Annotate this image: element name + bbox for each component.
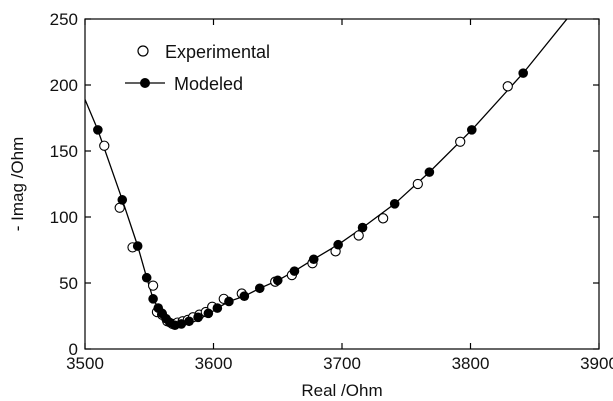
modeled-point	[466, 125, 477, 135]
experimental-point	[147, 280, 159, 291]
modeled-point	[224, 296, 234, 307]
legend-modeled-label: Modeled	[174, 74, 243, 94]
experimental-point	[412, 178, 423, 190]
modeled-point	[203, 308, 214, 319]
modeled-point	[518, 68, 528, 78]
modeled-point	[117, 195, 128, 205]
y-tick-label: 250	[50, 10, 78, 29]
experimental-point	[353, 230, 364, 241]
experimental-point	[99, 140, 110, 151]
modeled-point	[424, 167, 435, 177]
legend-modeled-marker	[140, 78, 150, 88]
modeled-point	[93, 125, 103, 135]
modeled-points-layer	[93, 68, 528, 331]
modeled-point	[357, 222, 368, 233]
modeled-point	[176, 319, 187, 329]
x-tick-label: 3600	[195, 354, 233, 373]
y-tick-label: 200	[50, 76, 78, 95]
modeled-point	[184, 316, 194, 327]
modeled-point	[254, 283, 265, 294]
experimental-point	[502, 81, 513, 92]
legend: Experimental Modeled	[125, 42, 270, 94]
y-tick-label: 50	[59, 274, 78, 293]
modeled-point	[272, 275, 283, 286]
experimental-point	[377, 213, 389, 224]
x-tick-label: 3500	[66, 354, 104, 373]
modeled-point	[148, 294, 158, 304]
modeled-point	[333, 239, 343, 250]
modeled-point	[212, 303, 223, 313]
modeled-point	[308, 254, 319, 265]
modeled-point	[389, 199, 400, 209]
x-tick-label: 3700	[323, 354, 361, 373]
modeled-point	[141, 272, 152, 283]
x-axis-title: Real /Ohm	[301, 381, 382, 400]
modeled-point	[239, 291, 250, 302]
modeled-point	[132, 241, 143, 251]
y-tick-label: 100	[50, 208, 78, 227]
legend-experimental-label: Experimental	[165, 42, 270, 62]
plot-frame	[84, 18, 600, 350]
experimental-point	[455, 136, 466, 147]
y-tick-label: 150	[50, 142, 78, 161]
x-tick-label: 3800	[452, 354, 490, 373]
modeled-point	[289, 266, 300, 276]
modeled-point	[193, 312, 203, 323]
y-axis-ticks: 0 50 100 150 200 250	[50, 10, 599, 359]
y-axis-title: - Imag /Ohm	[8, 137, 27, 231]
y-tick-label: 0	[69, 340, 78, 359]
legend-experimental-marker	[137, 45, 149, 57]
